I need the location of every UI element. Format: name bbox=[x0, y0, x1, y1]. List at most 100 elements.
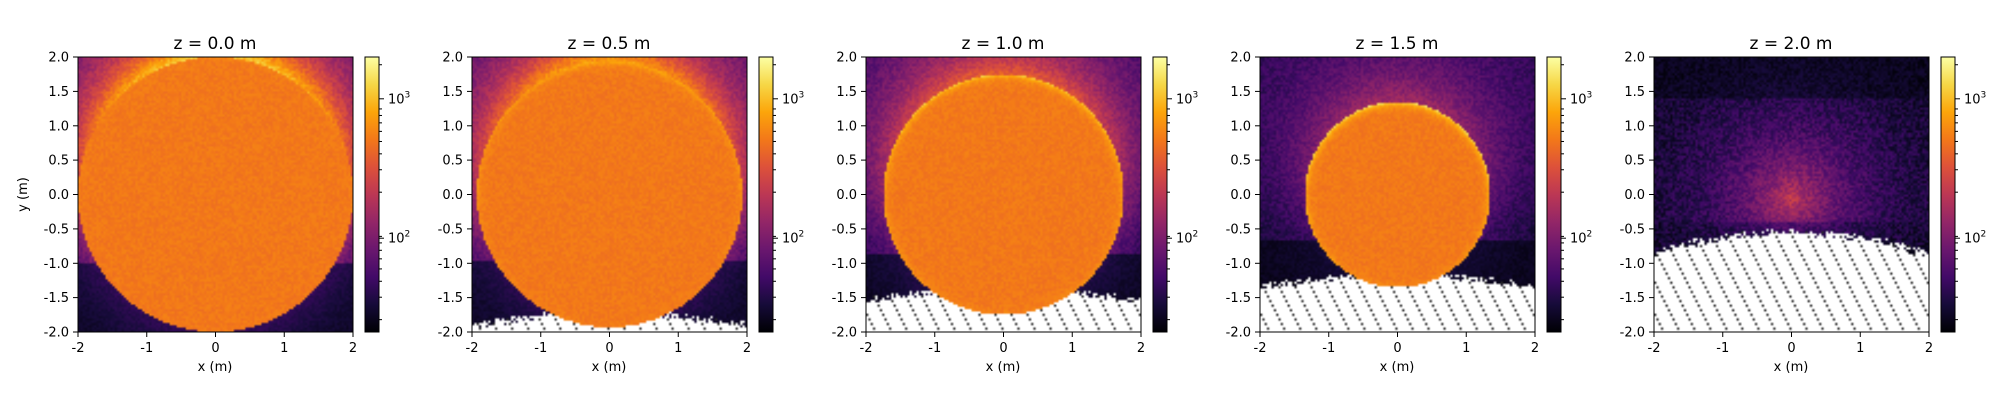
panel-2-cbar-label-1-exp: 2 bbox=[1193, 230, 1199, 240]
panel-2-xtick-label-0: -2 bbox=[860, 341, 873, 356]
panel-3-ytick-label-4: 0.0 bbox=[1230, 188, 1251, 203]
panel-3-cbar-label-0: 103 bbox=[1570, 90, 1592, 107]
panel-3-ytick-label-8: -2.0 bbox=[1226, 326, 1251, 341]
panel-1-cbar-minor-ticks bbox=[773, 64, 776, 321]
panel-0-ytick-label-7: -1.5 bbox=[44, 291, 69, 306]
panel-0-ytick-label-6: -1.0 bbox=[44, 257, 69, 272]
panel-4-ytick-label-5: -0.5 bbox=[1620, 222, 1645, 237]
panel-3-xtick-label-2: 0 bbox=[1393, 341, 1401, 356]
panel-2: z = 1.0 m -2 -1 0 1 2 x (m) bbox=[832, 34, 1199, 375]
panel-0-x-ticks: -2 -1 0 1 2 bbox=[72, 332, 357, 356]
panel-3-cbar-label-1-base: 10 bbox=[1570, 232, 1587, 247]
panel-2-ytick-label-8: -2.0 bbox=[832, 326, 857, 341]
panel-0-ylabel: y (m) bbox=[16, 177, 31, 212]
panel-3-cbar-label-1-exp: 2 bbox=[1587, 230, 1593, 240]
panel-0-cbar-label-1: 102 bbox=[388, 230, 410, 247]
panel-0-xtick-label-0: -2 bbox=[72, 341, 85, 356]
panel-4-cbar-label-0-base: 10 bbox=[1964, 92, 1981, 107]
panel-2-ytick-label-5: -0.5 bbox=[832, 222, 857, 237]
panel-0-ytick-label-3: 0.5 bbox=[48, 154, 69, 169]
panel-1-heatmap bbox=[471, 56, 748, 333]
panel-3-ytick-label-1: 1.5 bbox=[1230, 85, 1251, 100]
panel-0-y-ticks: 2.0 1.5 1.0 0.5 0.0 -0.5 -1.0 -1.5 -2.0 bbox=[44, 51, 78, 341]
panel-4-xtick-label-3: 1 bbox=[1856, 341, 1864, 356]
panel-2-ytick-label-2: 1.0 bbox=[836, 119, 857, 134]
panel-3-ytick-label-6: -1.0 bbox=[1226, 257, 1251, 272]
panel-4-title: z = 2.0 m bbox=[1750, 34, 1833, 54]
panel-2-colorbar: 103 102 bbox=[1152, 56, 1198, 333]
panel-0-colorbar: 103 102 bbox=[364, 56, 410, 333]
panel-0-colorbar-bar bbox=[364, 56, 380, 333]
panel-0-title: z = 0.0 m bbox=[174, 34, 257, 54]
panel-4-xtick-label-0: -2 bbox=[1648, 341, 1661, 356]
panel-0-ytick-label-4: 0.0 bbox=[48, 188, 69, 203]
panel-4-xtick-label-2: 0 bbox=[1787, 341, 1795, 356]
panel-4-cbar-label-1-base: 10 bbox=[1964, 232, 1981, 247]
panel-1-ytick-label-3: 0.5 bbox=[442, 154, 463, 169]
panel-4-colorbar: 103 102 bbox=[1940, 56, 1986, 333]
panel-4-ytick-label-7: -1.5 bbox=[1620, 291, 1645, 306]
panel-4-cbar-label-0: 103 bbox=[1964, 90, 1986, 107]
panel-4-cbar-label-0-exp: 3 bbox=[1981, 90, 1987, 100]
panel-4-ytick-label-2: 1.0 bbox=[1624, 119, 1645, 134]
panel-2-cbar-label-1: 102 bbox=[1176, 230, 1198, 247]
panel-2-xtick-label-4: 2 bbox=[1137, 341, 1145, 356]
panel-1-cbar-label-0-base: 10 bbox=[782, 92, 799, 107]
panel-0-xtick-label-2: 0 bbox=[211, 341, 219, 356]
panel-3-cbar-label-0-base: 10 bbox=[1570, 92, 1587, 107]
panel-1-title: z = 0.5 m bbox=[568, 34, 651, 54]
panel-4-cbar-label-1: 102 bbox=[1964, 230, 1986, 247]
panel-3-xtick-label-4: 2 bbox=[1531, 341, 1539, 356]
panel-2-cbar-label-0: 103 bbox=[1176, 90, 1198, 107]
panel-1-colorbar-bar bbox=[758, 56, 774, 333]
panel-2-xtick-label-1: -1 bbox=[928, 341, 941, 356]
panel-1-xtick-label-0: -2 bbox=[466, 341, 479, 356]
panel-1-ytick-label-7: -1.5 bbox=[438, 291, 463, 306]
panel-4-ytick-label-1: 1.5 bbox=[1624, 85, 1645, 100]
panel-0-heatmap bbox=[77, 56, 354, 333]
panel-2-ytick-label-0: 2.0 bbox=[836, 51, 857, 66]
panel-3-y-ticks: 2.0 1.5 1.0 0.5 0.0 -0.5 -1.0 -1.5 -2.0 bbox=[1226, 51, 1260, 341]
panel-0-ytick-label-1: 1.5 bbox=[48, 85, 69, 100]
panel-3-cbar-minor-ticks bbox=[1561, 64, 1564, 321]
panel-3-x-ticks: -2 -1 0 1 2 bbox=[1254, 332, 1539, 356]
panel-0-ytick-label-8: -2.0 bbox=[44, 326, 69, 341]
panel-3-ytick-label-7: -1.5 bbox=[1226, 291, 1251, 306]
panel-3: z = 1.5 m -2 -1 0 1 2 x (m) bbox=[1226, 34, 1593, 375]
panel-4-y-ticks: 2.0 1.5 1.0 0.5 0.0 -0.5 -1.0 -1.5 -2.0 bbox=[1620, 51, 1654, 341]
panel-1-cbar-label-1-base: 10 bbox=[782, 232, 799, 247]
panel-1-ytick-label-4: 0.0 bbox=[442, 188, 463, 203]
panel-2-ytick-label-1: 1.5 bbox=[836, 85, 857, 100]
panel-2-ytick-label-3: 0.5 bbox=[836, 154, 857, 169]
panel-2-cbar-label-0-exp: 3 bbox=[1193, 90, 1199, 100]
panel-4-heatmap bbox=[1653, 56, 1930, 333]
panel-0-cbar-minor-ticks bbox=[379, 64, 382, 321]
panel-1-cbar-label-1: 102 bbox=[782, 230, 804, 247]
panel-2-image bbox=[866, 57, 1141, 332]
panel-3-ytick-label-5: -0.5 bbox=[1226, 222, 1251, 237]
panel-3-xtick-label-3: 1 bbox=[1462, 341, 1470, 356]
panel-1-image bbox=[472, 57, 747, 332]
panel-4-ytick-label-0: 2.0 bbox=[1624, 51, 1645, 66]
panel-0-xtick-label-3: 1 bbox=[280, 341, 288, 356]
panel-3-ytick-label-0: 2.0 bbox=[1230, 51, 1251, 66]
panel-2-xtick-label-3: 1 bbox=[1068, 341, 1076, 356]
panel-0-image bbox=[78, 57, 353, 332]
panel-2-ytick-label-7: -1.5 bbox=[832, 291, 857, 306]
panel-1-cbar-label-0: 103 bbox=[782, 90, 804, 107]
panel-1-cbar-label-1-exp: 2 bbox=[799, 230, 805, 240]
panel-0: z = 0.0 m -2 -1 0 1 2 x (m) bbox=[16, 34, 410, 375]
panel-0-xtick-label-4: 2 bbox=[349, 341, 357, 356]
panel-1-cbar-label-0-exp: 3 bbox=[799, 90, 805, 100]
panel-4-ytick-label-3: 0.5 bbox=[1624, 154, 1645, 169]
panel-4-cbar-minor-ticks bbox=[1955, 64, 1958, 321]
panel-2-x-ticks: -2 -1 0 1 2 bbox=[860, 332, 1145, 356]
panel-3-ytick-label-3: 0.5 bbox=[1230, 154, 1251, 169]
panel-3-xtick-label-0: -2 bbox=[1254, 341, 1267, 356]
panel-2-heatmap bbox=[865, 56, 1142, 333]
panel-1-ytick-label-1: 1.5 bbox=[442, 85, 463, 100]
panel-2-y-ticks: 2.0 1.5 1.0 0.5 0.0 -0.5 -1.0 -1.5 -2.0 bbox=[832, 51, 866, 341]
panel-3-image bbox=[1260, 57, 1535, 332]
panel-3-title: z = 1.5 m bbox=[1356, 34, 1439, 54]
